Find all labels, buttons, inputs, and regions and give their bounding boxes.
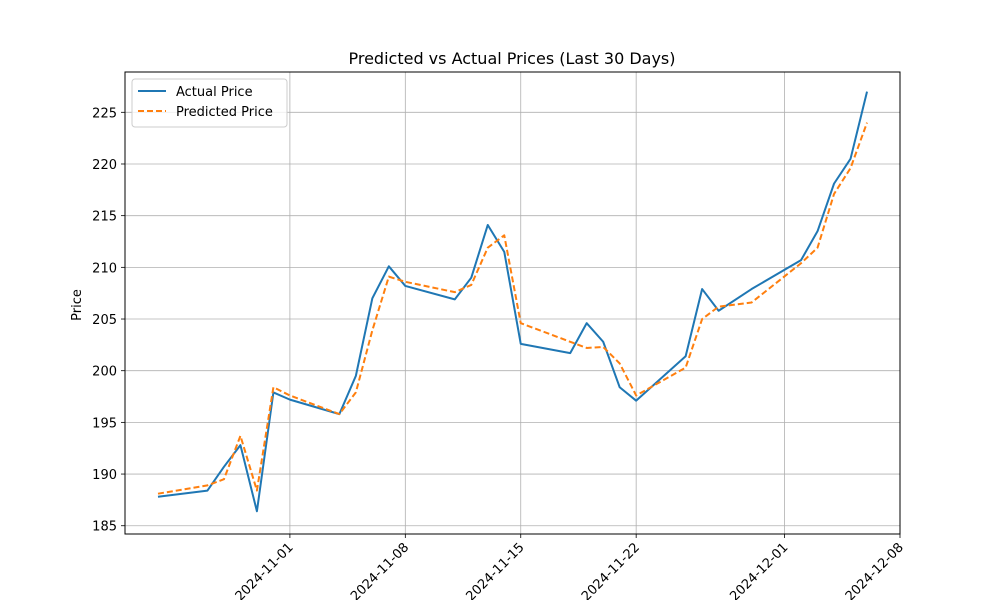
legend: Actual Price Predicted Price — [131, 78, 288, 128]
y-tick-label: 220 — [92, 158, 117, 173]
chart-title: Predicted vs Actual Prices (Last 30 Days… — [348, 49, 675, 68]
y-tick-label: 185 — [92, 520, 117, 535]
series-line-predicted — [157, 122, 868, 495]
y-tick-label: 210 — [92, 261, 117, 276]
legend-label-actual: Actual Price — [176, 85, 253, 100]
legend-label-predicted: Predicted Price — [176, 105, 273, 120]
plot-frame — [124, 71, 901, 535]
y-tick-label: 190 — [92, 468, 117, 483]
y-tick-label: 205 — [92, 313, 117, 328]
y-tick-label: 200 — [92, 365, 117, 380]
y-axis: 185 190 195 200 205 210 215 220 225 — [92, 106, 125, 535]
legend-box — [131, 78, 288, 128]
series-layer — [157, 91, 868, 513]
y-tick-label: 195 — [92, 416, 117, 431]
y-axis-label: Price — [70, 289, 85, 321]
y-tick-label: 225 — [92, 106, 117, 121]
y-tick-label: 215 — [92, 210, 117, 225]
